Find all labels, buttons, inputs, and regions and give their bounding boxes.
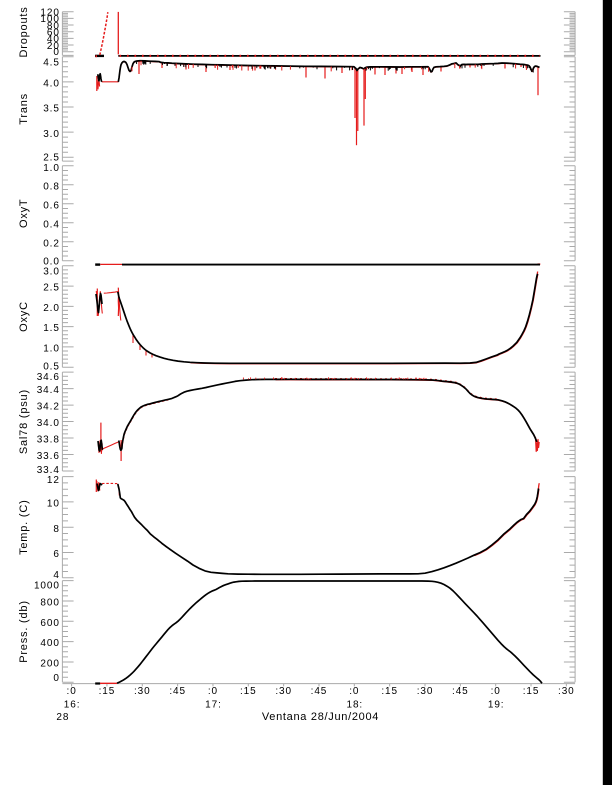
svg-text:600: 600 xyxy=(40,618,59,629)
svg-text:1.5: 1.5 xyxy=(43,323,60,334)
svg-text:Temp. (C): Temp. (C) xyxy=(18,499,30,554)
svg-text:0.6: 0.6 xyxy=(43,200,60,211)
svg-text::30: :30 xyxy=(417,686,434,697)
svg-text:1.0: 1.0 xyxy=(43,163,60,174)
svg-text:1000: 1000 xyxy=(34,581,60,592)
svg-text:120: 120 xyxy=(40,8,59,19)
svg-text:17:: 17: xyxy=(205,700,222,711)
svg-text:0.8: 0.8 xyxy=(43,181,60,192)
svg-text:40: 40 xyxy=(47,34,60,45)
svg-text:0.4: 0.4 xyxy=(43,219,60,230)
svg-text:33.4: 33.4 xyxy=(37,465,60,476)
svg-text:Trans: Trans xyxy=(18,93,30,125)
svg-text:OxyT: OxyT xyxy=(18,199,30,228)
svg-text:10: 10 xyxy=(47,499,60,510)
svg-text:Press. (db): Press. (db) xyxy=(18,600,30,663)
svg-text:4: 4 xyxy=(53,570,59,581)
svg-text::0: :0 xyxy=(208,686,218,697)
svg-text:OxyC: OxyC xyxy=(18,301,30,332)
svg-text::30: :30 xyxy=(275,686,292,697)
svg-text::30: :30 xyxy=(134,686,151,697)
svg-text:2.0: 2.0 xyxy=(43,303,60,314)
svg-text:1.0: 1.0 xyxy=(43,344,60,355)
svg-text:33.8: 33.8 xyxy=(37,435,60,446)
svg-text:60: 60 xyxy=(47,28,60,39)
svg-text:12: 12 xyxy=(47,475,60,486)
svg-text:3.0: 3.0 xyxy=(43,129,60,140)
svg-text:Ventana 28/Jun/2004: Ventana 28/Jun/2004 xyxy=(262,711,379,723)
svg-text:28: 28 xyxy=(56,712,69,723)
svg-text:6: 6 xyxy=(53,549,59,560)
svg-text:200: 200 xyxy=(40,659,59,670)
svg-text:3.5: 3.5 xyxy=(43,104,60,115)
svg-text::30: :30 xyxy=(558,686,575,697)
svg-text::15: :15 xyxy=(240,686,257,697)
svg-text:4.0: 4.0 xyxy=(43,78,60,89)
svg-text:34.6: 34.6 xyxy=(37,372,60,383)
svg-text::15: :15 xyxy=(381,686,398,697)
svg-text:19:: 19: xyxy=(488,700,505,711)
svg-text:4.5: 4.5 xyxy=(43,57,60,68)
svg-text::45: :45 xyxy=(311,686,328,697)
svg-text:33.6: 33.6 xyxy=(37,451,60,462)
svg-text::15: :15 xyxy=(99,686,116,697)
svg-text:18:: 18: xyxy=(347,700,364,711)
svg-text:400: 400 xyxy=(40,638,59,649)
svg-text:20: 20 xyxy=(47,41,60,52)
svg-text:0.5: 0.5 xyxy=(43,361,60,372)
svg-text:0: 0 xyxy=(53,673,59,684)
svg-text:2.5: 2.5 xyxy=(43,283,60,294)
svg-text::0: :0 xyxy=(491,686,501,697)
svg-text::15: :15 xyxy=(523,686,540,697)
svg-text::45: :45 xyxy=(452,686,469,697)
svg-text:16:: 16: xyxy=(64,700,81,711)
svg-text:34.0: 34.0 xyxy=(37,418,60,429)
svg-text::0: :0 xyxy=(67,686,77,697)
svg-text:800: 800 xyxy=(40,598,59,609)
svg-text:2.5: 2.5 xyxy=(43,152,60,163)
svg-text:100: 100 xyxy=(40,14,59,25)
svg-text::45: :45 xyxy=(169,686,186,697)
svg-text:80: 80 xyxy=(47,21,60,32)
svg-text:0: 0 xyxy=(53,47,59,58)
svg-text:34.4: 34.4 xyxy=(37,385,60,396)
svg-text:8: 8 xyxy=(53,524,59,535)
svg-text::0: :0 xyxy=(349,686,359,697)
svg-text:Sal78 (psu): Sal78 (psu) xyxy=(18,389,30,454)
svg-text:0.0: 0.0 xyxy=(43,256,60,267)
svg-text:0.2: 0.2 xyxy=(43,238,60,249)
svg-text:Dropouts: Dropouts xyxy=(18,6,30,57)
svg-text:3.0: 3.0 xyxy=(43,267,60,278)
svg-text:34.2: 34.2 xyxy=(37,402,60,413)
